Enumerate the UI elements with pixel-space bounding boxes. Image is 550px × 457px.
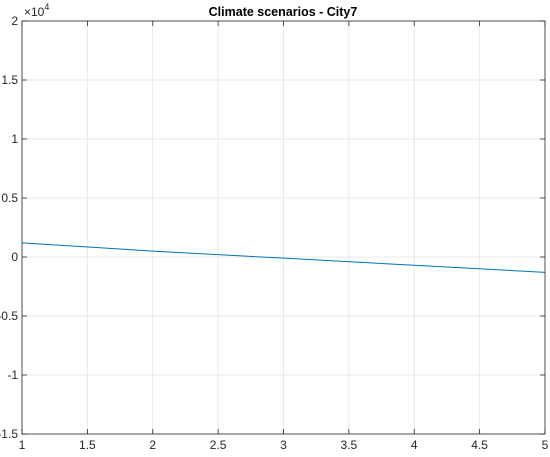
- y-tick-label: -1: [7, 368, 18, 382]
- x-tick-label: 1: [19, 438, 26, 452]
- series-line: [21, 242, 546, 273]
- chart-title: Climate scenarios - City7: [209, 5, 358, 19]
- y-axis-exponent: ×104: [24, 2, 49, 19]
- x-tick-label: 2: [149, 438, 156, 452]
- x-tick-label: 4: [411, 438, 418, 452]
- y-tick-label: 0.5: [1, 191, 18, 205]
- x-tick-label: 3: [280, 438, 287, 452]
- x-tick-label: 2.5: [210, 438, 227, 452]
- series-layer: [21, 242, 546, 273]
- x-tick-label: 1.5: [79, 438, 96, 452]
- y-tick-label: 1.5: [1, 73, 18, 87]
- grid-lines: [21, 20, 546, 435]
- y-tick-label: 1: [11, 132, 18, 146]
- x-tick-labels: 1 1.5 2 2.5 3 3.5 4 4.5 5: [19, 438, 549, 452]
- x-tick-label: 4.5: [471, 438, 488, 452]
- y-tick-label: -1.5: [0, 427, 18, 441]
- y-tick-labels: -1.5 -1 -0.5 0 0.5 1 1.5 2: [0, 14, 18, 441]
- y-tick-label: 0: [11, 250, 18, 264]
- tick-marks: [21, 20, 546, 435]
- y-tick-label: 2: [11, 14, 18, 28]
- x-tick-label: 3.5: [341, 438, 358, 452]
- y-tick-label: -0.5: [0, 309, 18, 323]
- x-tick-label: 5: [542, 438, 549, 452]
